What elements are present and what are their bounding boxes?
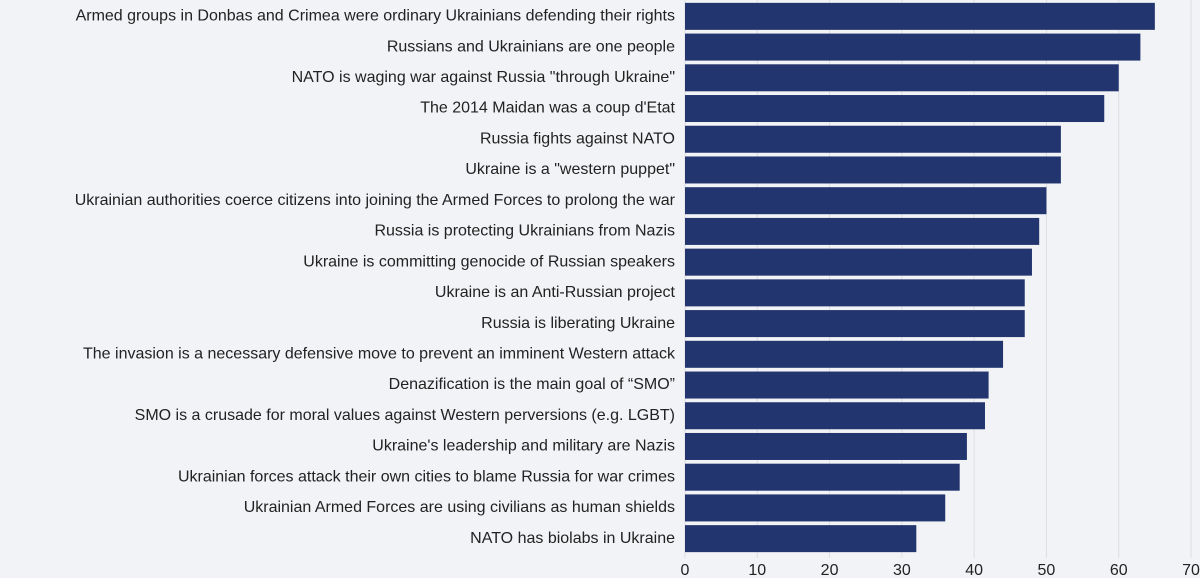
bar bbox=[685, 217, 1040, 245]
x-tick-label: 20 bbox=[821, 562, 839, 578]
y-tick-label: The 2014 Maidan was a coup d'Etat bbox=[420, 100, 675, 117]
bar bbox=[685, 279, 1025, 307]
x-tick-label: 60 bbox=[1110, 562, 1128, 578]
bar bbox=[685, 371, 989, 399]
y-tick-label: Ukrainian Armed Forces are using civilia… bbox=[244, 499, 675, 516]
y-tick-label: Russia is liberating Ukraine bbox=[481, 315, 675, 332]
y-tick-label: Ukrainian forces attack their own cities… bbox=[178, 468, 675, 485]
y-tick-label: NATO has biolabs in Ukraine bbox=[470, 530, 675, 547]
bar bbox=[685, 187, 1047, 215]
x-tick-label: 40 bbox=[965, 562, 983, 578]
y-tick-label: Armed groups in Donbas and Crimea were o… bbox=[76, 8, 675, 25]
y-tick-label: Ukraine is a "western puppet" bbox=[465, 161, 675, 178]
y-tick-label: SMO is a crusade for moral values agains… bbox=[135, 407, 675, 424]
y-tick-label: Russians and Ukrainians are one people bbox=[387, 38, 675, 55]
x-tick-label: 0 bbox=[681, 562, 690, 578]
bar bbox=[685, 402, 985, 430]
bar bbox=[685, 125, 1061, 153]
y-tick-label: NATO is waging war against Russia "throu… bbox=[292, 69, 675, 86]
y-tick-label: Denazification is the main goal of “SMO” bbox=[389, 376, 675, 393]
bar bbox=[685, 340, 1004, 368]
bar bbox=[685, 432, 967, 460]
bar bbox=[685, 310, 1025, 338]
bar bbox=[685, 156, 1061, 184]
y-tick-label: Ukrainian authorities coerce citizens in… bbox=[75, 192, 676, 209]
x-tick-label: 10 bbox=[748, 562, 766, 578]
y-tick-label: Ukraine is committing genocide of Russia… bbox=[303, 253, 675, 270]
bar bbox=[685, 248, 1032, 276]
bar bbox=[685, 463, 960, 491]
bar bbox=[685, 2, 1155, 30]
bar bbox=[685, 494, 946, 522]
bar bbox=[685, 95, 1105, 123]
bar bbox=[685, 33, 1141, 61]
bar bbox=[685, 64, 1119, 92]
y-tick-label: Ukraine is an Anti-Russian project bbox=[435, 284, 676, 301]
y-tick-label: The invasion is a necessary defensive mo… bbox=[83, 346, 676, 363]
x-tick-label: 70 bbox=[1182, 562, 1200, 578]
y-tick-label: Russia fights against NATO bbox=[480, 130, 675, 147]
x-tick-label: 50 bbox=[1038, 562, 1056, 578]
bar bbox=[685, 525, 917, 553]
x-tick-label: 30 bbox=[893, 562, 911, 578]
y-tick-label: Ukraine's leadership and military are Na… bbox=[372, 438, 675, 455]
y-tick-label: Russia is protecting Ukrainians from Naz… bbox=[374, 223, 675, 240]
